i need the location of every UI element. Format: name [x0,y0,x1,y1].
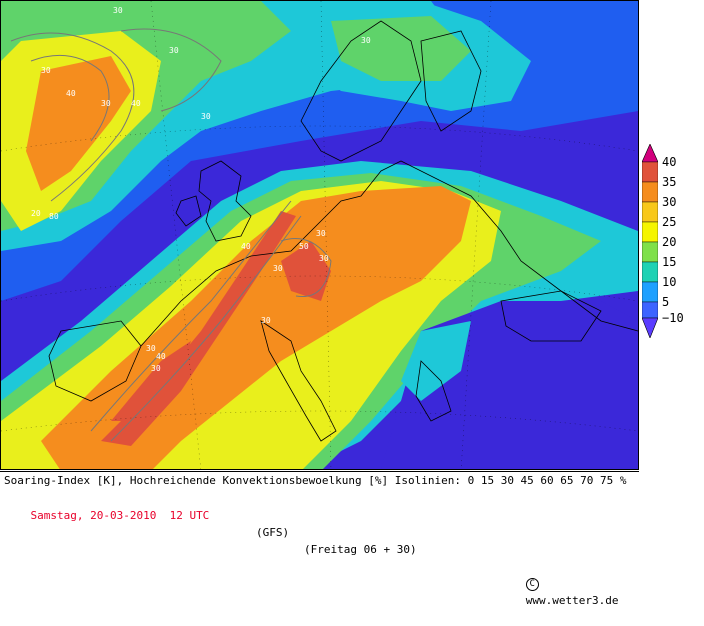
isoline-label: 20 [31,209,41,218]
coastline-finland [420,30,482,132]
isoline-label: 30 [319,254,329,263]
coastline-british-isles [198,160,252,242]
isoline-label: 30 [316,229,326,238]
field-north-green [331,16,471,81]
scale-band-35 [642,161,658,183]
legend-label-30: 30 [662,195,677,209]
map-caption: Soaring-Index [K], Hochreichende Konvekt… [0,471,639,607]
isoline [110,215,302,442]
isoline-label: 50 [299,242,309,251]
caption-copyright: C www.wetter3.de [486,558,618,626]
legend-label-10: 10 [662,275,677,289]
scale-band-15 [642,241,658,263]
legend-label-40: 40 [662,155,677,169]
legend-label-35: 35 [662,175,677,189]
scale-band-25 [642,201,658,223]
isoline [280,238,332,298]
weather-map: 30 30 30 30 40 30 20 80 40 30 30 40 30 5… [0,0,639,470]
isoline-label: 40 [131,99,141,108]
field-streak-1 [101,211,296,446]
cloud-isolines [10,28,332,442]
graticule [1,1,638,469]
caption-date: Samstag, 20-03-2010 12 UTC [30,509,210,522]
isoline-label: 30 [261,316,271,325]
isoline-label: 40 [156,352,166,361]
isoline-label: 30 [273,264,283,273]
caption-model: (GFS) [256,526,290,539]
coastline-italy [260,320,337,442]
isoline-label: 30 [201,112,211,121]
isoline-label: 30 [41,66,51,75]
field-streak-2 [111,341,191,421]
caption-details: Samstag, 20-03-2010 12 UTC (GFS) (Freita… [4,490,639,607]
legend-label-20: 20 [662,235,677,249]
isoline-label: 30 [151,364,161,373]
isoline [30,54,110,142]
isoline [120,28,222,112]
legend-label-minus10: −10 [662,311,684,325]
scale-band-20 [642,221,658,243]
field-cyclone-core [26,56,131,191]
graticule-line [320,1,332,469]
coastline-greece [415,360,452,422]
caption-title: Soaring-Index [K], Hochreichende Konvekt… [4,474,627,487]
isoline-label: 30 [361,36,371,45]
isoline [90,200,292,432]
isoline-label: 30 [101,99,111,108]
caption-site: www.wetter3.de [525,594,619,607]
coastline-black-sea [500,290,602,342]
isoline-labels: 30 30 30 30 40 30 20 80 40 30 30 40 30 5… [31,6,371,373]
isoline-label: 30 [146,344,156,353]
legend-label-25: 25 [662,215,677,229]
legend-label-5: 5 [662,295,670,309]
caption-run: (Freitag 06 + 30) [304,543,417,556]
legend-label-15: 15 [662,255,677,269]
coastline-ireland [175,195,202,227]
isoline-label: 40 [66,89,76,98]
scale-band-30 [642,181,658,203]
scale-arrow-bottom [642,317,658,338]
scale-band-0 [642,301,658,319]
graticule-line [1,410,638,432]
isoline-label: 40 [241,242,251,251]
isoline-label: 80 [49,212,59,221]
color-scale-bar [642,144,658,338]
graticule-line [1,275,638,302]
graticule-line [1,125,638,152]
field-streak-3 [281,241,331,301]
copyright-icon: C [525,577,539,591]
scale-band-10 [642,261,658,283]
coastline-iberia [48,320,142,402]
coastline-scandinavia [300,20,422,162]
isoline [10,32,135,202]
isoline-label: 30 [169,46,179,55]
isoline-label: 30 [113,6,123,15]
scale-band-5 [642,281,658,303]
graticule-line [460,1,492,469]
color-scale-legend: 40 35 30 25 20 15 10 5 −10 [642,144,704,338]
scale-arrow-top [642,144,658,163]
